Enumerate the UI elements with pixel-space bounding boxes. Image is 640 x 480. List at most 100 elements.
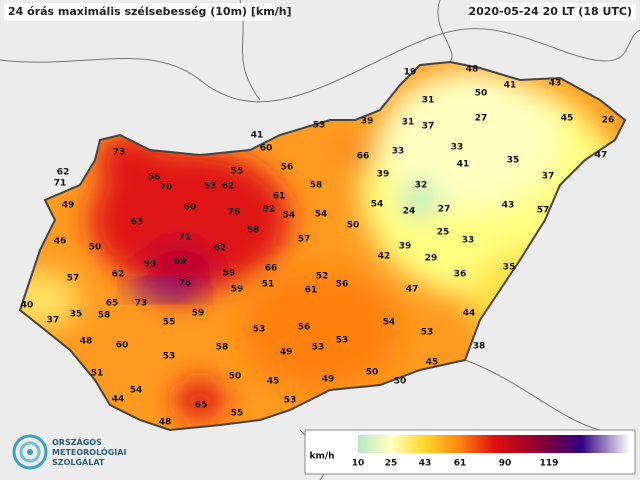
station-value: 73 bbox=[135, 299, 148, 309]
station-value: 58 bbox=[216, 343, 229, 353]
station-value: 61 bbox=[305, 286, 318, 296]
station-value: 33 bbox=[462, 236, 475, 246]
station-value: 57 bbox=[67, 274, 80, 284]
station-value: 50 bbox=[394, 377, 407, 387]
station-value: 53 bbox=[253, 325, 266, 335]
station-value: 61 bbox=[273, 192, 286, 202]
station-value: 31 bbox=[422, 96, 435, 106]
station-value: 50 bbox=[347, 221, 360, 231]
map-title: 24 órás maximális szélsebesség (10m) [km… bbox=[8, 5, 292, 18]
valid-time: 2020-05-24 20 LT (18 UTC) bbox=[468, 5, 632, 18]
station-value: 71 bbox=[179, 233, 192, 243]
station-value: 54 bbox=[283, 211, 296, 221]
station-value: 56 bbox=[148, 173, 161, 183]
station-value: 63 bbox=[131, 218, 144, 228]
station-value: 50 bbox=[229, 372, 242, 382]
station-value: 58 bbox=[247, 226, 260, 236]
logo: ORSZÁGOS METEOROLÓGIAI SZOLGÁLAT bbox=[12, 434, 126, 470]
station-value: 35 bbox=[507, 156, 520, 166]
station-value: 62 bbox=[112, 270, 125, 280]
station-value: 54 bbox=[315, 210, 328, 220]
station-value: 29 bbox=[425, 254, 438, 264]
station-value: 53 bbox=[336, 336, 349, 346]
station-value: 65 bbox=[195, 401, 208, 411]
station-value: 45 bbox=[561, 114, 574, 124]
station-value: 42 bbox=[378, 252, 391, 262]
station-value: 35 bbox=[503, 263, 516, 273]
station-value: 33 bbox=[392, 147, 405, 157]
station-value: 58 bbox=[98, 311, 111, 321]
station-value: 39 bbox=[377, 170, 390, 180]
legend-tick-label: 25 bbox=[385, 459, 398, 469]
station-value: 49 bbox=[322, 375, 335, 385]
station-value: 50 bbox=[475, 89, 488, 99]
station-value: 59 bbox=[223, 269, 236, 279]
station-value: 45 bbox=[267, 377, 280, 387]
station-value: 37 bbox=[422, 122, 435, 132]
station-value: 95 bbox=[144, 260, 157, 270]
station-value: 54 bbox=[371, 200, 384, 210]
station-value: 54 bbox=[130, 386, 143, 396]
station-value: 41 bbox=[457, 160, 470, 170]
station-value: 76 bbox=[228, 208, 241, 218]
station-value: 35 bbox=[70, 310, 83, 320]
station-value: 53 bbox=[312, 343, 325, 353]
legend-ticks: 10 25 43 61 90 119 bbox=[352, 459, 559, 469]
time-box bbox=[470, 3, 636, 21]
station-value: 50 bbox=[89, 243, 102, 253]
station-value: 46 bbox=[54, 237, 67, 247]
station-value: 53 bbox=[421, 328, 434, 338]
title-box bbox=[4, 3, 272, 21]
logo-line: ORSZÁGOS bbox=[52, 436, 102, 447]
station-value: 52 bbox=[316, 272, 329, 282]
station-value: 31 bbox=[402, 118, 415, 128]
station-value: 36 bbox=[454, 270, 467, 280]
station-value: 32 bbox=[415, 181, 428, 191]
station-value: 37 bbox=[542, 172, 555, 182]
station-value: 55 bbox=[163, 318, 176, 328]
station-value: 56 bbox=[336, 280, 349, 290]
station-value: 24 bbox=[403, 207, 416, 217]
station-value: 57 bbox=[298, 235, 311, 245]
legend-tick-label: 10 bbox=[352, 459, 365, 469]
station-value: 54 bbox=[383, 318, 396, 328]
station-value: 48 bbox=[159, 418, 172, 428]
legend-tick-label: 90 bbox=[499, 459, 512, 469]
legend-tick-label: 119 bbox=[540, 459, 559, 469]
station-value: 37 bbox=[47, 316, 60, 326]
station-value: 45 bbox=[426, 358, 439, 368]
station-value: 55 bbox=[231, 409, 244, 419]
logo-line: METEOROLÓGIAI bbox=[52, 446, 126, 457]
station-value: 56 bbox=[298, 323, 311, 333]
station-value: 25 bbox=[437, 228, 450, 238]
station-value: 59 bbox=[231, 285, 244, 295]
station-value: 62 bbox=[222, 182, 235, 192]
station-value: 66 bbox=[357, 152, 370, 162]
station-value: 56 bbox=[281, 163, 294, 173]
station-value: 75 bbox=[179, 279, 192, 289]
station-value: 19 bbox=[404, 68, 417, 78]
station-value: 49 bbox=[62, 201, 75, 211]
station-value: 69 bbox=[174, 257, 187, 267]
station-value: 40 bbox=[21, 301, 34, 311]
country-border bbox=[18, 60, 627, 432]
station-value: 47 bbox=[595, 151, 608, 161]
station-value: 53 bbox=[313, 121, 326, 131]
station-value: 92 bbox=[263, 205, 276, 215]
station-value: 53 bbox=[163, 352, 176, 362]
station-value: 39 bbox=[399, 242, 412, 252]
station-value: 60 bbox=[116, 341, 129, 351]
station-value: 51 bbox=[262, 280, 275, 290]
station-value: 51 bbox=[91, 369, 104, 379]
colorbar bbox=[358, 435, 630, 453]
station-value: 62 bbox=[214, 244, 227, 254]
station-value: 39 bbox=[361, 117, 374, 127]
legend-unit: km/h bbox=[309, 452, 334, 462]
station-value: 70 bbox=[160, 183, 173, 193]
station-value: 53 bbox=[204, 182, 217, 192]
station-value: 26 bbox=[602, 116, 615, 126]
station-value: 53 bbox=[284, 396, 297, 406]
station-value: 48 bbox=[466, 65, 479, 75]
station-value: 50 bbox=[366, 368, 379, 378]
